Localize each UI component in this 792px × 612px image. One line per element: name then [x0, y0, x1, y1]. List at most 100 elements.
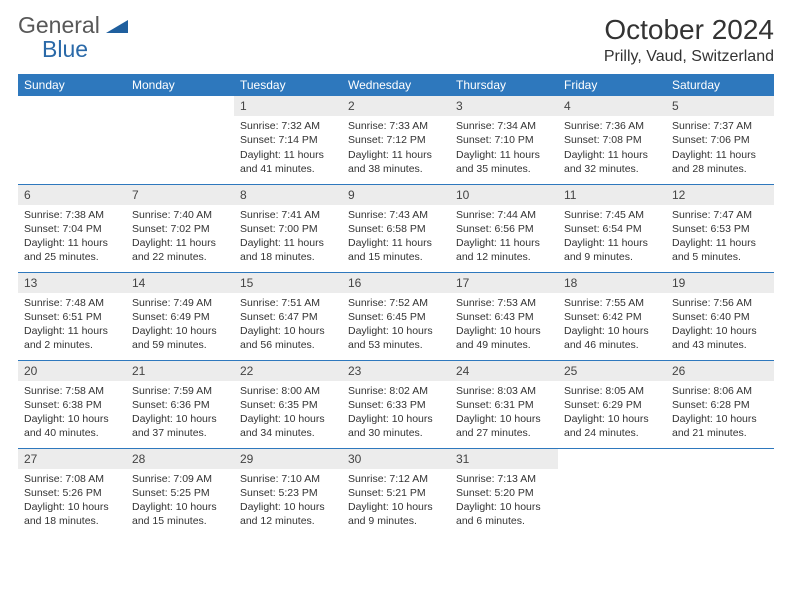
sunrise-text: Sunrise: 8:03 AM — [456, 384, 552, 398]
sunset-text: Sunset: 6:35 PM — [240, 398, 336, 412]
day-details: Sunrise: 7:41 AMSunset: 7:00 PMDaylight:… — [234, 205, 342, 271]
sunrise-text: Sunrise: 7:55 AM — [564, 296, 660, 310]
daylight-text: Daylight: 11 hours and 28 minutes. — [672, 148, 768, 176]
day-details: Sunrise: 7:49 AMSunset: 6:49 PMDaylight:… — [126, 293, 234, 359]
day-details: Sunrise: 7:08 AMSunset: 5:26 PMDaylight:… — [18, 469, 126, 535]
brand-name-2: Blue — [18, 36, 88, 62]
daylight-text: Daylight: 11 hours and 22 minutes. — [132, 236, 228, 264]
sunrise-text: Sunrise: 7:10 AM — [240, 472, 336, 486]
day-header: Saturday — [666, 74, 774, 96]
day-header: Friday — [558, 74, 666, 96]
day-number: 24 — [450, 361, 558, 381]
day-number: 10 — [450, 185, 558, 205]
day-details: Sunrise: 7:36 AMSunset: 7:08 PMDaylight:… — [558, 116, 666, 182]
day-details: Sunrise: 7:34 AMSunset: 7:10 PMDaylight:… — [450, 116, 558, 182]
day-header: Monday — [126, 74, 234, 96]
day-details: Sunrise: 7:56 AMSunset: 6:40 PMDaylight:… — [666, 293, 774, 359]
day-details: Sunrise: 8:06 AMSunset: 6:28 PMDaylight:… — [666, 381, 774, 447]
sunrise-text: Sunrise: 7:40 AM — [132, 208, 228, 222]
sunrise-text: Sunrise: 7:41 AM — [240, 208, 336, 222]
calendar-day-cell: 21Sunrise: 7:59 AMSunset: 6:36 PMDayligh… — [126, 360, 234, 448]
brand-logo: General Blue — [18, 14, 128, 62]
sunrise-text: Sunrise: 7:52 AM — [348, 296, 444, 310]
day-details: Sunrise: 7:59 AMSunset: 6:36 PMDaylight:… — [126, 381, 234, 447]
day-details: Sunrise: 7:38 AMSunset: 7:04 PMDaylight:… — [18, 205, 126, 271]
day-number: 1 — [234, 96, 342, 116]
daylight-text: Daylight: 11 hours and 15 minutes. — [348, 236, 444, 264]
sunrise-text: Sunrise: 8:02 AM — [348, 384, 444, 398]
day-number: 23 — [342, 361, 450, 381]
day-number: 12 — [666, 185, 774, 205]
day-number: 31 — [450, 449, 558, 469]
day-details: Sunrise: 7:10 AMSunset: 5:23 PMDaylight:… — [234, 469, 342, 535]
sunset-text: Sunset: 7:12 PM — [348, 133, 444, 147]
daylight-text: Daylight: 10 hours and 56 minutes. — [240, 324, 336, 352]
sunrise-text: Sunrise: 8:05 AM — [564, 384, 660, 398]
daylight-text: Daylight: 10 hours and 24 minutes. — [564, 412, 660, 440]
sunrise-text: Sunrise: 7:09 AM — [132, 472, 228, 486]
day-number: 21 — [126, 361, 234, 381]
daylight-text: Daylight: 10 hours and 27 minutes. — [456, 412, 552, 440]
calendar-day-cell: 19Sunrise: 7:56 AMSunset: 6:40 PMDayligh… — [666, 272, 774, 360]
sunrise-text: Sunrise: 7:33 AM — [348, 119, 444, 133]
calendar-day-cell — [666, 448, 774, 536]
day-number: 28 — [126, 449, 234, 469]
day-header-row: Sunday Monday Tuesday Wednesday Thursday… — [18, 74, 774, 96]
calendar-day-cell: 16Sunrise: 7:52 AMSunset: 6:45 PMDayligh… — [342, 272, 450, 360]
calendar-week-row: 27Sunrise: 7:08 AMSunset: 5:26 PMDayligh… — [18, 448, 774, 536]
sunrise-text: Sunrise: 7:53 AM — [456, 296, 552, 310]
sunset-text: Sunset: 6:38 PM — [24, 398, 120, 412]
day-number: 14 — [126, 273, 234, 293]
day-number: 25 — [558, 361, 666, 381]
sunrise-text: Sunrise: 7:13 AM — [456, 472, 552, 486]
day-details: Sunrise: 7:52 AMSunset: 6:45 PMDaylight:… — [342, 293, 450, 359]
sunrise-text: Sunrise: 7:48 AM — [24, 296, 120, 310]
sunrise-text: Sunrise: 7:59 AM — [132, 384, 228, 398]
sunset-text: Sunset: 7:00 PM — [240, 222, 336, 236]
calendar-week-row: 6Sunrise: 7:38 AMSunset: 7:04 PMDaylight… — [18, 184, 774, 272]
sunrise-text: Sunrise: 7:32 AM — [240, 119, 336, 133]
sunrise-text: Sunrise: 8:00 AM — [240, 384, 336, 398]
day-details: Sunrise: 7:09 AMSunset: 5:25 PMDaylight:… — [126, 469, 234, 535]
calendar-day-cell: 7Sunrise: 7:40 AMSunset: 7:02 PMDaylight… — [126, 184, 234, 272]
sunset-text: Sunset: 7:04 PM — [24, 222, 120, 236]
day-number: 20 — [18, 361, 126, 381]
daylight-text: Daylight: 11 hours and 2 minutes. — [24, 324, 120, 352]
day-details: Sunrise: 8:05 AMSunset: 6:29 PMDaylight:… — [558, 381, 666, 447]
calendar-day-cell — [558, 448, 666, 536]
sunrise-text: Sunrise: 7:51 AM — [240, 296, 336, 310]
day-number: 3 — [450, 96, 558, 116]
day-number: 6 — [18, 185, 126, 205]
location: Prilly, Vaud, Switzerland — [604, 48, 774, 66]
sunset-text: Sunset: 6:54 PM — [564, 222, 660, 236]
daylight-text: Daylight: 10 hours and 49 minutes. — [456, 324, 552, 352]
daylight-text: Daylight: 10 hours and 59 minutes. — [132, 324, 228, 352]
day-details: Sunrise: 7:47 AMSunset: 6:53 PMDaylight:… — [666, 205, 774, 271]
brand-triangle-icon — [106, 17, 128, 38]
calendar-day-cell: 14Sunrise: 7:49 AMSunset: 6:49 PMDayligh… — [126, 272, 234, 360]
daylight-text: Daylight: 11 hours and 5 minutes. — [672, 236, 768, 264]
calendar-week-row: 20Sunrise: 7:58 AMSunset: 6:38 PMDayligh… — [18, 360, 774, 448]
day-details: Sunrise: 7:45 AMSunset: 6:54 PMDaylight:… — [558, 205, 666, 271]
day-number: 4 — [558, 96, 666, 116]
daylight-text: Daylight: 10 hours and 18 minutes. — [24, 500, 120, 528]
calendar-day-cell: 5Sunrise: 7:37 AMSunset: 7:06 PMDaylight… — [666, 96, 774, 184]
day-header: Wednesday — [342, 74, 450, 96]
day-details: Sunrise: 7:43 AMSunset: 6:58 PMDaylight:… — [342, 205, 450, 271]
day-details: Sunrise: 7:55 AMSunset: 6:42 PMDaylight:… — [558, 293, 666, 359]
calendar-day-cell: 27Sunrise: 7:08 AMSunset: 5:26 PMDayligh… — [18, 448, 126, 536]
sunset-text: Sunset: 6:51 PM — [24, 310, 120, 324]
daylight-text: Daylight: 11 hours and 12 minutes. — [456, 236, 552, 264]
sunset-text: Sunset: 6:43 PM — [456, 310, 552, 324]
daylight-text: Daylight: 10 hours and 9 minutes. — [348, 500, 444, 528]
day-number: 8 — [234, 185, 342, 205]
calendar-day-cell: 20Sunrise: 7:58 AMSunset: 6:38 PMDayligh… — [18, 360, 126, 448]
sunrise-text: Sunrise: 7:12 AM — [348, 472, 444, 486]
sunset-text: Sunset: 5:21 PM — [348, 486, 444, 500]
day-header: Tuesday — [234, 74, 342, 96]
calendar-day-cell: 15Sunrise: 7:51 AMSunset: 6:47 PMDayligh… — [234, 272, 342, 360]
sunrise-text: Sunrise: 7:45 AM — [564, 208, 660, 222]
calendar-day-cell: 30Sunrise: 7:12 AMSunset: 5:21 PMDayligh… — [342, 448, 450, 536]
daylight-text: Daylight: 11 hours and 35 minutes. — [456, 148, 552, 176]
day-details: Sunrise: 8:03 AMSunset: 6:31 PMDaylight:… — [450, 381, 558, 447]
